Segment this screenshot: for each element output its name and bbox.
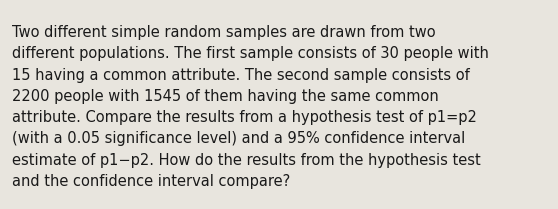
Text: Two different simple random samples are drawn from two
different populations. Th: Two different simple random samples are …: [12, 25, 489, 189]
